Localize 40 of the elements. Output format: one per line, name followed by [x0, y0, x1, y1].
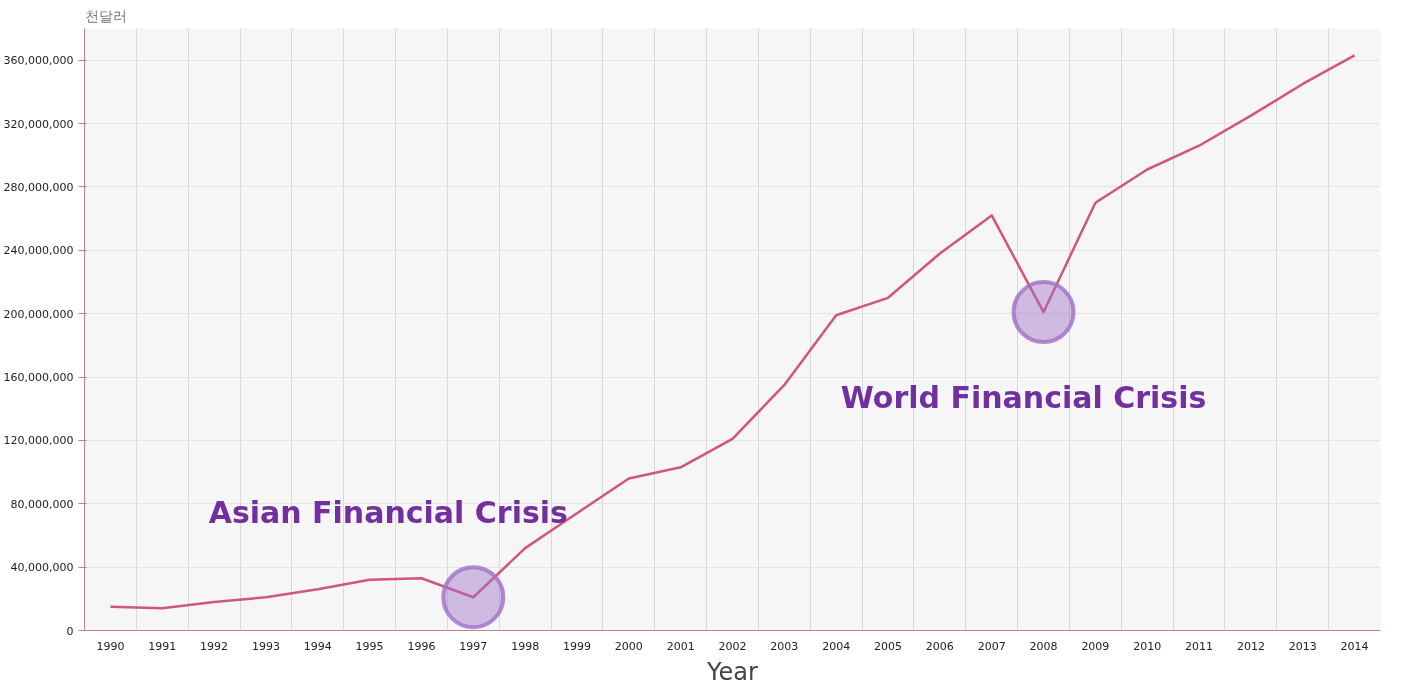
y-tick-label: 0: [66, 624, 74, 638]
x-tick-label: 1995: [355, 639, 384, 653]
line-series: [109, 54, 1356, 610]
x-tick-label: 2005: [874, 639, 903, 653]
x-tick-label: 1996: [407, 639, 436, 653]
x-tick-label: 1992: [200, 639, 229, 653]
x-tick-label: 2004: [822, 639, 851, 653]
y-tick-label: 240,000,000: [3, 244, 74, 258]
x-axis-title: Year: [706, 657, 759, 686]
y-tick-label: 120,000,000: [3, 434, 74, 448]
y-tick-label: 160,000,000: [3, 371, 74, 385]
x-tick-label: 2008: [1029, 639, 1058, 653]
x-tick-label: 2002: [718, 639, 747, 653]
x-tick-label: 1990: [96, 639, 125, 653]
x-tick-label: 2010: [1133, 639, 1162, 653]
y-tick-label: 360,000,000: [3, 54, 74, 68]
y-axis-title: 천달러: [84, 7, 127, 24]
x-tick-label: 2007: [977, 639, 1006, 653]
x-tick-label: 1994: [303, 639, 332, 653]
x-tick-label: 1998: [511, 639, 540, 653]
x-tick-label: 1999: [562, 639, 591, 653]
x-tick-label: 2009: [1081, 639, 1110, 653]
y-tick-label: 200,000,000: [3, 307, 74, 321]
x-tick-label: 2006: [925, 639, 954, 653]
x-tick-label: 2012: [1236, 639, 1265, 653]
y-tick-label: 320,000,000: [3, 117, 74, 131]
x-tick-label: 2014: [1340, 639, 1369, 653]
annotation: Asian Financial Crisis: [208, 494, 568, 530]
x-tick-label: 2001: [666, 639, 695, 653]
x-tick-label: 1993: [251, 639, 280, 653]
y-tick-label: 80,000,000: [10, 497, 74, 511]
x-tick-label: 2000: [614, 639, 643, 653]
y-tick-label: 40,000,000: [10, 561, 74, 575]
x-tick-label: 1997: [459, 639, 488, 653]
x-tick-label: 2011: [1185, 639, 1214, 653]
annotation: World Financial Crisis: [840, 379, 1207, 415]
x-tick-label: 1991: [148, 639, 177, 653]
x-tick-label: 2013: [1288, 639, 1317, 653]
x-tick-label: 2003: [770, 639, 799, 653]
y-tick-label: 280,000,000: [3, 180, 74, 194]
